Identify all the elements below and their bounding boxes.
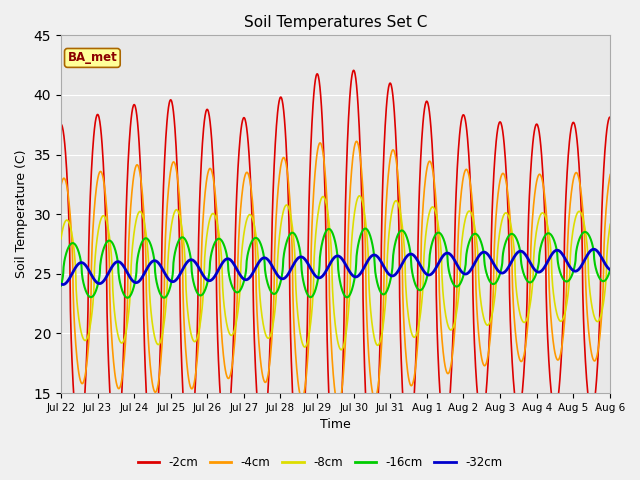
-2cm — [57, 121, 65, 127]
Y-axis label: Soil Temperature (C): Soil Temperature (C) — [15, 150, 28, 278]
-32cm — [59, 282, 67, 288]
-16cm — [124, 295, 131, 300]
-4cm — [334, 402, 342, 408]
-32cm — [57, 281, 65, 287]
Text: BA_met: BA_met — [67, 51, 117, 64]
X-axis label: Time: Time — [320, 419, 351, 432]
-16cm — [57, 283, 65, 289]
-16cm — [328, 228, 335, 234]
-4cm — [636, 288, 640, 294]
Line: -2cm: -2cm — [61, 71, 640, 476]
-32cm — [636, 256, 640, 262]
-4cm — [493, 206, 500, 212]
-4cm — [353, 138, 360, 144]
-32cm — [149, 258, 157, 264]
-8cm — [57, 236, 65, 242]
-16cm — [636, 278, 640, 284]
Legend: -2cm, -4cm, -8cm, -16cm, -32cm: -2cm, -4cm, -8cm, -16cm, -32cm — [133, 452, 507, 474]
-32cm — [627, 245, 634, 251]
-2cm — [332, 473, 339, 479]
-8cm — [337, 347, 345, 353]
-2cm — [349, 68, 357, 73]
-16cm — [493, 279, 500, 285]
-32cm — [492, 265, 500, 271]
-16cm — [149, 249, 157, 255]
-2cm — [148, 451, 156, 457]
Title: Soil Temperatures Set C: Soil Temperatures Set C — [244, 15, 427, 30]
-2cm — [328, 444, 335, 449]
-16cm — [339, 289, 347, 295]
-2cm — [636, 175, 640, 181]
-8cm — [356, 193, 364, 199]
-8cm — [148, 321, 156, 327]
Line: -8cm: -8cm — [61, 196, 640, 350]
-8cm — [493, 273, 500, 279]
-4cm — [148, 381, 156, 387]
-8cm — [328, 249, 335, 254]
Line: -16cm: -16cm — [61, 228, 640, 298]
-2cm — [493, 135, 500, 141]
-4cm — [328, 343, 335, 348]
-32cm — [578, 262, 586, 268]
-2cm — [579, 256, 586, 262]
-8cm — [579, 214, 586, 219]
-32cm — [328, 258, 335, 264]
Line: -4cm: -4cm — [61, 141, 640, 405]
-8cm — [339, 345, 347, 351]
-4cm — [339, 377, 347, 383]
-8cm — [636, 304, 640, 310]
-4cm — [579, 202, 586, 208]
-2cm — [339, 367, 347, 372]
-4cm — [57, 183, 65, 189]
-32cm — [339, 257, 347, 263]
-16cm — [579, 230, 586, 236]
-16cm — [362, 226, 369, 231]
Line: -32cm: -32cm — [61, 248, 640, 285]
